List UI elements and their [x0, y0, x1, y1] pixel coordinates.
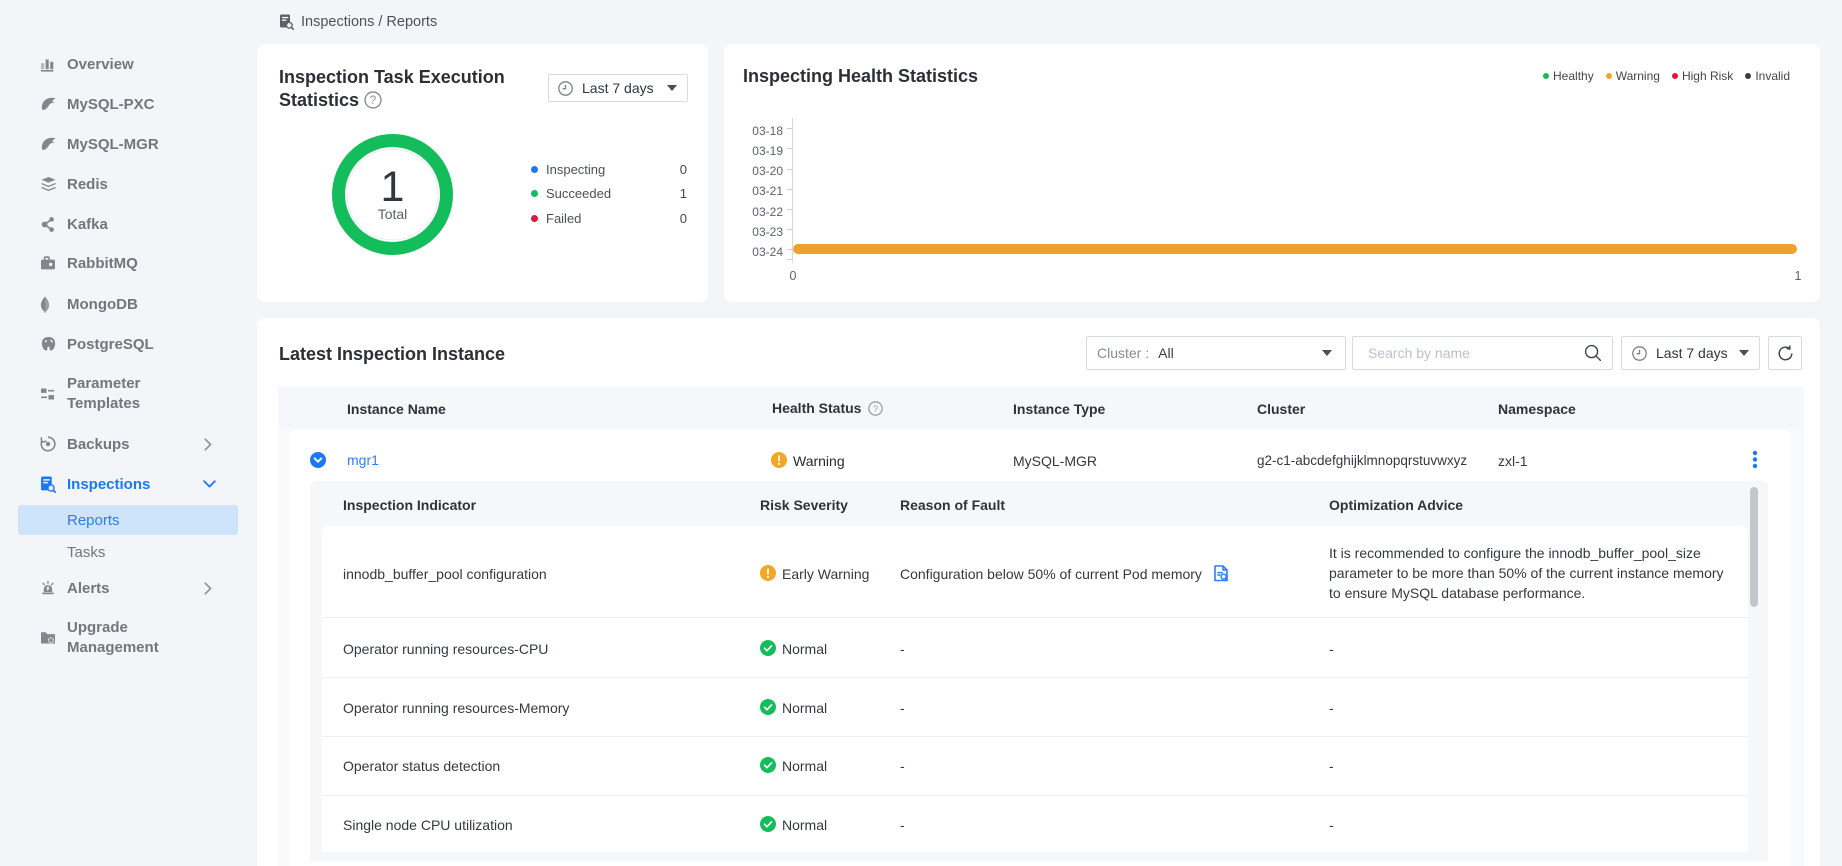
svg-text:?: ? — [873, 404, 878, 415]
svg-text:?: ? — [370, 95, 376, 107]
